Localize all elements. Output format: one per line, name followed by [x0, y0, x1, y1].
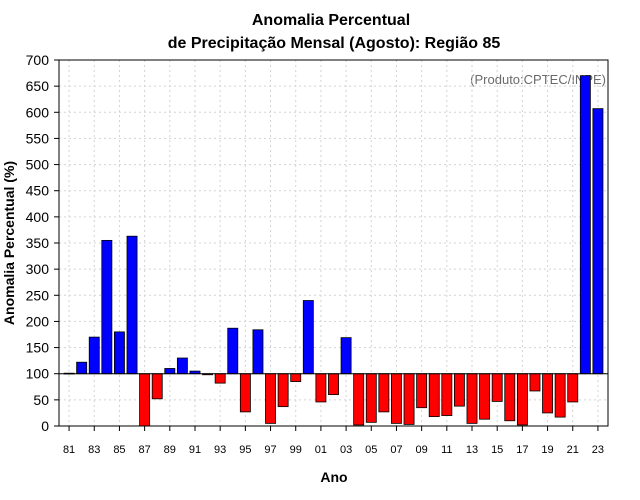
- x-tick-label: 23: [592, 444, 604, 456]
- bar-22: [579, 75, 591, 375]
- bar-09: [416, 373, 428, 409]
- x-tick-label: 91: [189, 444, 201, 456]
- chart-title-line2: de Precipitação Mensal (Agosto): Região …: [168, 35, 501, 52]
- y-tick-label: 450: [26, 183, 50, 199]
- bar-88: [151, 373, 163, 400]
- x-tick-label: 09: [416, 444, 428, 456]
- bar-95: [239, 373, 251, 413]
- bar-82: [76, 361, 88, 375]
- x-tick-label: 17: [516, 444, 528, 456]
- bar-21: [567, 373, 579, 403]
- y-tick-label: 550: [26, 130, 50, 146]
- grid-layer: [59, 60, 608, 426]
- bar-02: [328, 373, 339, 396]
- bar-93: [214, 373, 226, 384]
- bar-98: [277, 373, 289, 408]
- x-tick-label: 81: [63, 444, 75, 456]
- bar-01: [315, 373, 327, 403]
- x-tick-label: 95: [239, 444, 251, 456]
- y-tick-label: 350: [26, 235, 50, 251]
- bar-05: [365, 373, 377, 423]
- y-tick-label: 700: [26, 52, 50, 68]
- bar-06: [378, 373, 390, 413]
- bar-89: [164, 368, 176, 375]
- x-tick-label: 97: [264, 444, 276, 456]
- bar-11: [441, 373, 453, 416]
- bar-99: [290, 373, 302, 382]
- bar-86: [126, 235, 138, 375]
- y-tick-label: 250: [26, 287, 50, 303]
- bar-10: [428, 373, 440, 417]
- bar-17: [516, 373, 528, 426]
- bar-15: [491, 373, 503, 402]
- bar-84: [101, 239, 113, 375]
- y-tick-label: 0: [41, 418, 49, 434]
- y-tick-label: 600: [26, 104, 50, 120]
- bar-20: [554, 373, 566, 418]
- bar-19: [542, 373, 553, 414]
- bar-18: [529, 373, 541, 392]
- y-axis-label: Anomalia Percentual (%): [1, 161, 17, 325]
- y-tick-label: 50: [33, 392, 49, 408]
- x-tick-label: 03: [340, 444, 352, 456]
- x-tick-label: 93: [214, 444, 226, 456]
- y-tick-label: 300: [26, 261, 50, 277]
- x-tick-label: 05: [365, 444, 377, 456]
- product-annotation: (Produto:CPTEC/INPE): [470, 72, 606, 87]
- y-tick-label: 500: [26, 157, 50, 173]
- bar-97: [265, 373, 276, 424]
- bar-83: [88, 336, 100, 375]
- y-tick-label: 100: [26, 366, 50, 382]
- axes-layer: 0501001502002503003504004505005506006507…: [26, 52, 609, 456]
- bar-08: [403, 373, 415, 425]
- bar-00: [302, 300, 314, 375]
- bar-23: [592, 108, 604, 375]
- bar-90: [176, 357, 188, 375]
- bar-94: [227, 327, 239, 375]
- y-tick-label: 150: [26, 340, 50, 356]
- chart-title-line1: Anomalia Percentual: [252, 12, 410, 29]
- bars-layer: [63, 75, 604, 427]
- bar-96: [252, 329, 264, 375]
- bar-85: [114, 331, 125, 375]
- x-tick-label: 07: [390, 444, 402, 456]
- x-tick-label: 87: [138, 444, 150, 456]
- x-tick-label: 13: [466, 444, 478, 456]
- bar-13: [466, 373, 478, 424]
- bar-12: [453, 373, 465, 407]
- x-tick-label: 83: [88, 444, 100, 456]
- x-tick-label: 01: [315, 444, 327, 456]
- bar-04: [353, 373, 365, 426]
- x-tick-label: 89: [164, 444, 176, 456]
- y-tick-label: 200: [26, 313, 50, 329]
- y-tick-label: 650: [26, 78, 50, 94]
- x-tick-label: 15: [491, 444, 503, 456]
- x-tick-label: 85: [113, 444, 125, 456]
- bar-14: [479, 373, 491, 420]
- x-tick-label: 11: [441, 444, 452, 456]
- x-tick-label: 21: [567, 444, 579, 456]
- y-tick-label: 400: [26, 209, 50, 225]
- x-axis-label: Ano: [320, 469, 347, 485]
- bar-87: [139, 373, 151, 427]
- x-tick-label: 99: [290, 444, 302, 456]
- x-tick-label: 19: [541, 444, 553, 456]
- bar-16: [504, 373, 516, 422]
- plot-frame: [58, 59, 609, 427]
- bar-03: [340, 337, 352, 375]
- bar-07: [391, 373, 402, 424]
